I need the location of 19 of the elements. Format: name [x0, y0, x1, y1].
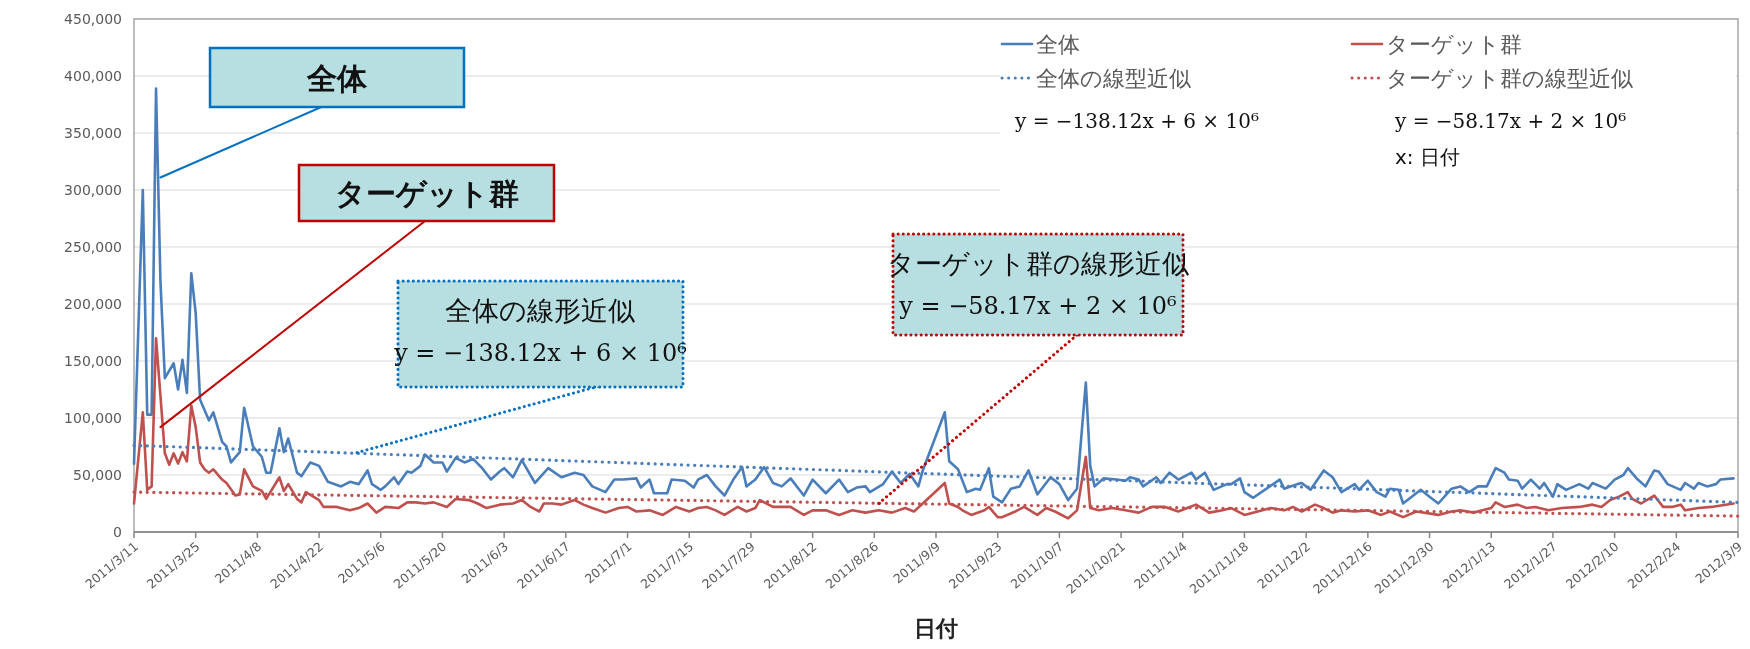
annotation: y = −138.12x + 6 × 10⁶ — [393, 339, 687, 367]
y-tick-label: 350,000 — [64, 125, 122, 141]
y-tick-label: 0 — [113, 524, 122, 540]
y-tick-label: 250,000 — [64, 239, 122, 255]
y-tick-label: 100,000 — [64, 410, 122, 426]
y-tick-label: 200,000 — [64, 296, 122, 312]
y-tick-label: 450,000 — [64, 11, 122, 27]
legend-label: 全体の線型近似 — [1036, 66, 1191, 91]
y-tick-label: 50,000 — [73, 467, 122, 483]
y-tick-label: 300,000 — [64, 182, 122, 198]
annotation: 全体 — [306, 60, 368, 96]
legend-label: 全体 — [1036, 32, 1080, 57]
x-axis-title: 日付 — [914, 616, 958, 641]
legend-label: ターゲット群の線型近似 — [1386, 66, 1633, 91]
annotation: ターゲット群 — [334, 176, 519, 211]
y-tick-label: 400,000 — [64, 68, 122, 84]
legend-label: ターゲット群 — [1386, 32, 1522, 57]
y-tick-label: 150,000 — [64, 353, 122, 369]
annotation: y = −58.17x + 2 × 10⁶ — [898, 292, 1177, 320]
